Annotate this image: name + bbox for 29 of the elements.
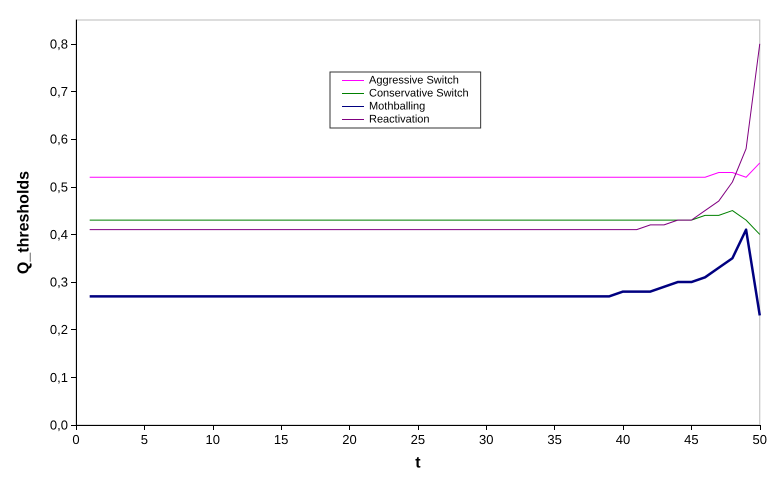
- legend-label: Mothballing: [369, 100, 426, 112]
- y-tick-label: 0,7: [50, 84, 68, 99]
- x-tick-label: 25: [410, 432, 426, 447]
- y-tick-label: 0,8: [50, 36, 68, 52]
- x-tick-label: 5: [140, 432, 148, 447]
- x-tick-label: 40: [616, 432, 630, 447]
- x-tick-label: 10: [206, 432, 220, 447]
- x-tick-label: 30: [479, 432, 494, 447]
- legend-label: Reactivation: [369, 114, 430, 126]
- x-tick-label: 0: [72, 432, 80, 447]
- x-tick-label: 20: [342, 432, 357, 447]
- y-tick-label: 0,5: [50, 179, 68, 194]
- y-tick-label: 0,0: [50, 418, 68, 432]
- y-tick-label: 0,4: [50, 226, 68, 242]
- x-axis-title: t: [415, 454, 422, 472]
- line-series: [88, 228, 762, 317]
- y-tick-label: 0,6: [50, 132, 68, 147]
- y-axis-title: Q_thresholds: [16, 170, 32, 274]
- x-tick-label: 45: [684, 432, 699, 447]
- line-series: [89, 210, 760, 235]
- y-tick-label: 0,1: [50, 370, 68, 385]
- legend-label: Aggressive Switch: [369, 74, 459, 86]
- legend-label: Conservative Switch: [369, 88, 469, 100]
- x-tick-label: 15: [274, 432, 288, 447]
- y-tick-label: 0,3: [50, 274, 68, 290]
- x-tick-label: 50: [752, 432, 768, 447]
- y-tick-label: 0,2: [50, 322, 68, 338]
- line-series: [89, 43, 760, 230]
- x-tick-label: 35: [547, 432, 562, 447]
